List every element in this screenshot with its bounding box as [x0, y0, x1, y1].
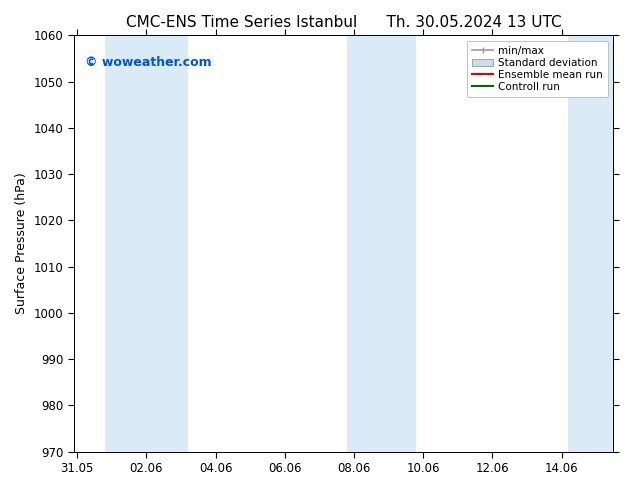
Y-axis label: Surface Pressure (hPa): Surface Pressure (hPa)	[15, 172, 28, 314]
Bar	[569, 35, 614, 452]
Bar	[347, 35, 372, 452]
Text: © woweather.com: © woweather.com	[84, 56, 211, 69]
Bar	[105, 35, 129, 452]
Bar	[372, 35, 417, 452]
Title: CMC-ENS Time Series Istanbul      Th. 30.05.2024 13 UTC: CMC-ENS Time Series Istanbul Th. 30.05.2…	[126, 15, 561, 30]
Bar	[129, 35, 188, 452]
Legend: min/max, Standard deviation, Ensemble mean run, Controll run: min/max, Standard deviation, Ensemble me…	[467, 41, 608, 97]
